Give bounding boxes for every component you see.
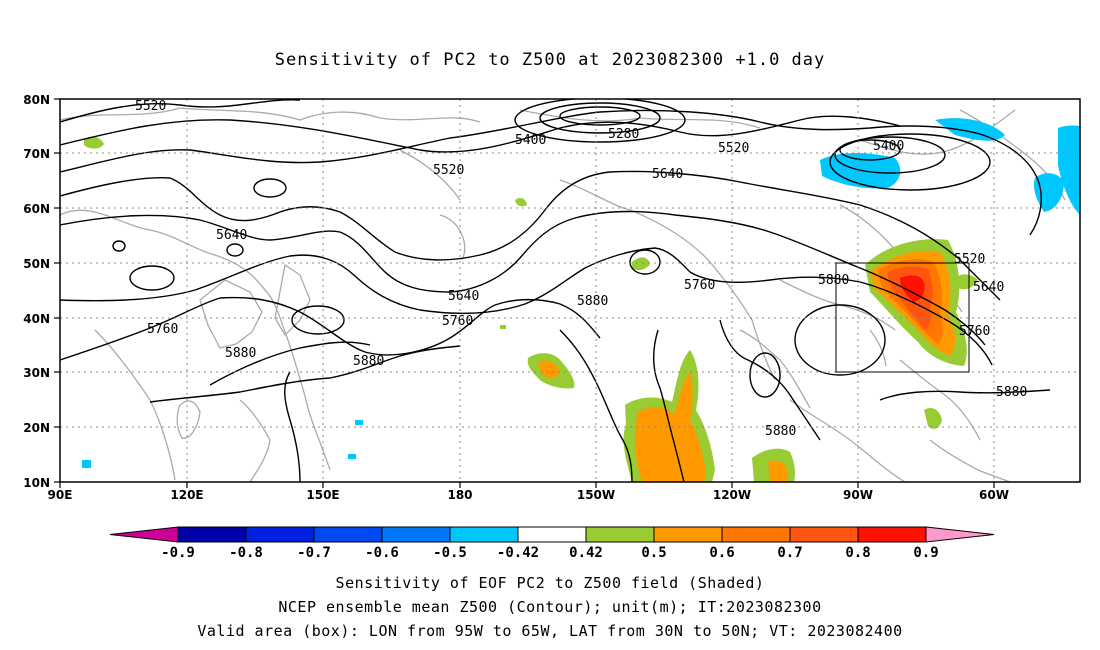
contour-label: 5760 <box>147 322 178 337</box>
lat-label: 40N <box>23 312 50 326</box>
colorbar-swatch <box>653 526 723 543</box>
colorbar-tick-label: 0.8 <box>845 545 870 561</box>
contour-label: 5520 <box>135 99 166 114</box>
lat-label: 30N <box>23 366 50 380</box>
contour-label: 5640 <box>973 280 1004 295</box>
lon-label: 180 <box>447 488 472 502</box>
colorbar-swatch <box>789 526 859 543</box>
contour-label: 5280 <box>608 127 639 142</box>
contour-label: 5880 <box>225 346 256 361</box>
contour-labels: 5520 5280 5400 5520 5400 5520 5640 5640 … <box>135 99 1027 439</box>
lat-label: 60N <box>23 202 50 216</box>
contour-label: 5520 <box>433 163 464 178</box>
colorbar-swatch <box>381 526 451 543</box>
contour-label: 5640 <box>448 289 479 304</box>
contour-label: 5760 <box>959 324 990 339</box>
lon-label: 120W <box>713 488 751 502</box>
colorbar-tick-label: -0.5 <box>433 545 467 561</box>
contour-label: 5640 <box>216 228 247 243</box>
colorbar-swatch <box>857 526 927 543</box>
lat-label: 20N <box>23 421 50 435</box>
contour-label: 5520 <box>718 141 749 156</box>
colorbar-tick-label: -0.8 <box>229 545 263 561</box>
contour-label: 5520 <box>954 252 985 267</box>
colorbar-swatch <box>721 526 791 543</box>
colorbar-swatch <box>449 526 519 543</box>
colorbar-swatch <box>245 526 315 543</box>
map-title: Sensitivity of PC2 to Z500 at 2023082300… <box>274 50 826 70</box>
lon-label: 150E <box>306 488 339 502</box>
caption-line-3: Valid area (box): LON from 95W to 65W, L… <box>197 622 903 640</box>
colorbar-swatch <box>517 526 587 543</box>
lat-label: 10N <box>23 476 50 490</box>
colorbar-tick-label: -0.9 <box>161 545 195 561</box>
valid-area-box <box>835 262 970 373</box>
grid-lines <box>60 99 1080 482</box>
lon-label: 60W <box>979 488 1009 502</box>
colorbar-tick-label: 0.6 <box>709 545 734 561</box>
map-frame <box>59 98 1081 483</box>
coastlines <box>60 107 1066 482</box>
colorbar-tick-label: -0.7 <box>297 545 331 561</box>
contour-label: 5880 <box>765 424 796 439</box>
lon-axis-labels: 90E 120E 150E 180 150W 120W 90W 60W <box>48 488 1009 502</box>
lat-label: 50N <box>23 257 50 271</box>
colorbar-swatch <box>313 526 383 543</box>
contour-label: 5400 <box>515 133 546 148</box>
lat-label: 70N <box>23 147 50 161</box>
lat-axis-labels: 80N 70N 60N 50N 40N 30N 20N 10N <box>23 93 50 490</box>
colorbar-swatch <box>177 526 247 543</box>
colorbar-low-triangle <box>109 526 179 543</box>
contour-label: 5880 <box>577 294 608 309</box>
contour-label: 5760 <box>684 278 715 293</box>
colorbar-swatch <box>585 526 655 543</box>
caption-line-1: Sensitivity of EOF PC2 to Z500 field (Sh… <box>335 574 765 592</box>
lon-label: 90E <box>48 488 73 502</box>
caption-line-2: NCEP ensemble mean Z500 (Contour); unit(… <box>278 598 822 616</box>
lon-label: 150W <box>577 488 615 502</box>
colorbar-tick-label: -0.6 <box>365 545 399 561</box>
contour-label: 5880 <box>353 354 384 369</box>
colorbar-tick-label: 0.42 <box>569 545 603 561</box>
colorbar-tick-label: -0.42 <box>497 545 539 561</box>
z500-contours <box>60 99 1051 482</box>
colorbar-tick-label: 0.9 <box>913 545 938 561</box>
colorbar-tick-label: 0.5 <box>641 545 666 561</box>
lon-label: 120E <box>170 488 203 502</box>
contour-label-extra: 5880 <box>996 385 1027 400</box>
colorbar-tick-label: 0.7 <box>777 545 802 561</box>
lon-label: 90W <box>843 488 873 502</box>
contour-label: 5400 <box>873 139 904 154</box>
colorbar: -0.9 -0.8 -0.7 -0.6 -0.5 -0.42 0.42 0.5 0.6 0.7 0.… <box>109 526 995 561</box>
colorbar-high-triangle <box>925 526 995 543</box>
contour-label: 5760 <box>442 314 473 329</box>
contour-label: 5640 <box>652 167 683 182</box>
contour-label: 5880 <box>818 273 849 288</box>
lat-label: 80N <box>23 93 50 107</box>
